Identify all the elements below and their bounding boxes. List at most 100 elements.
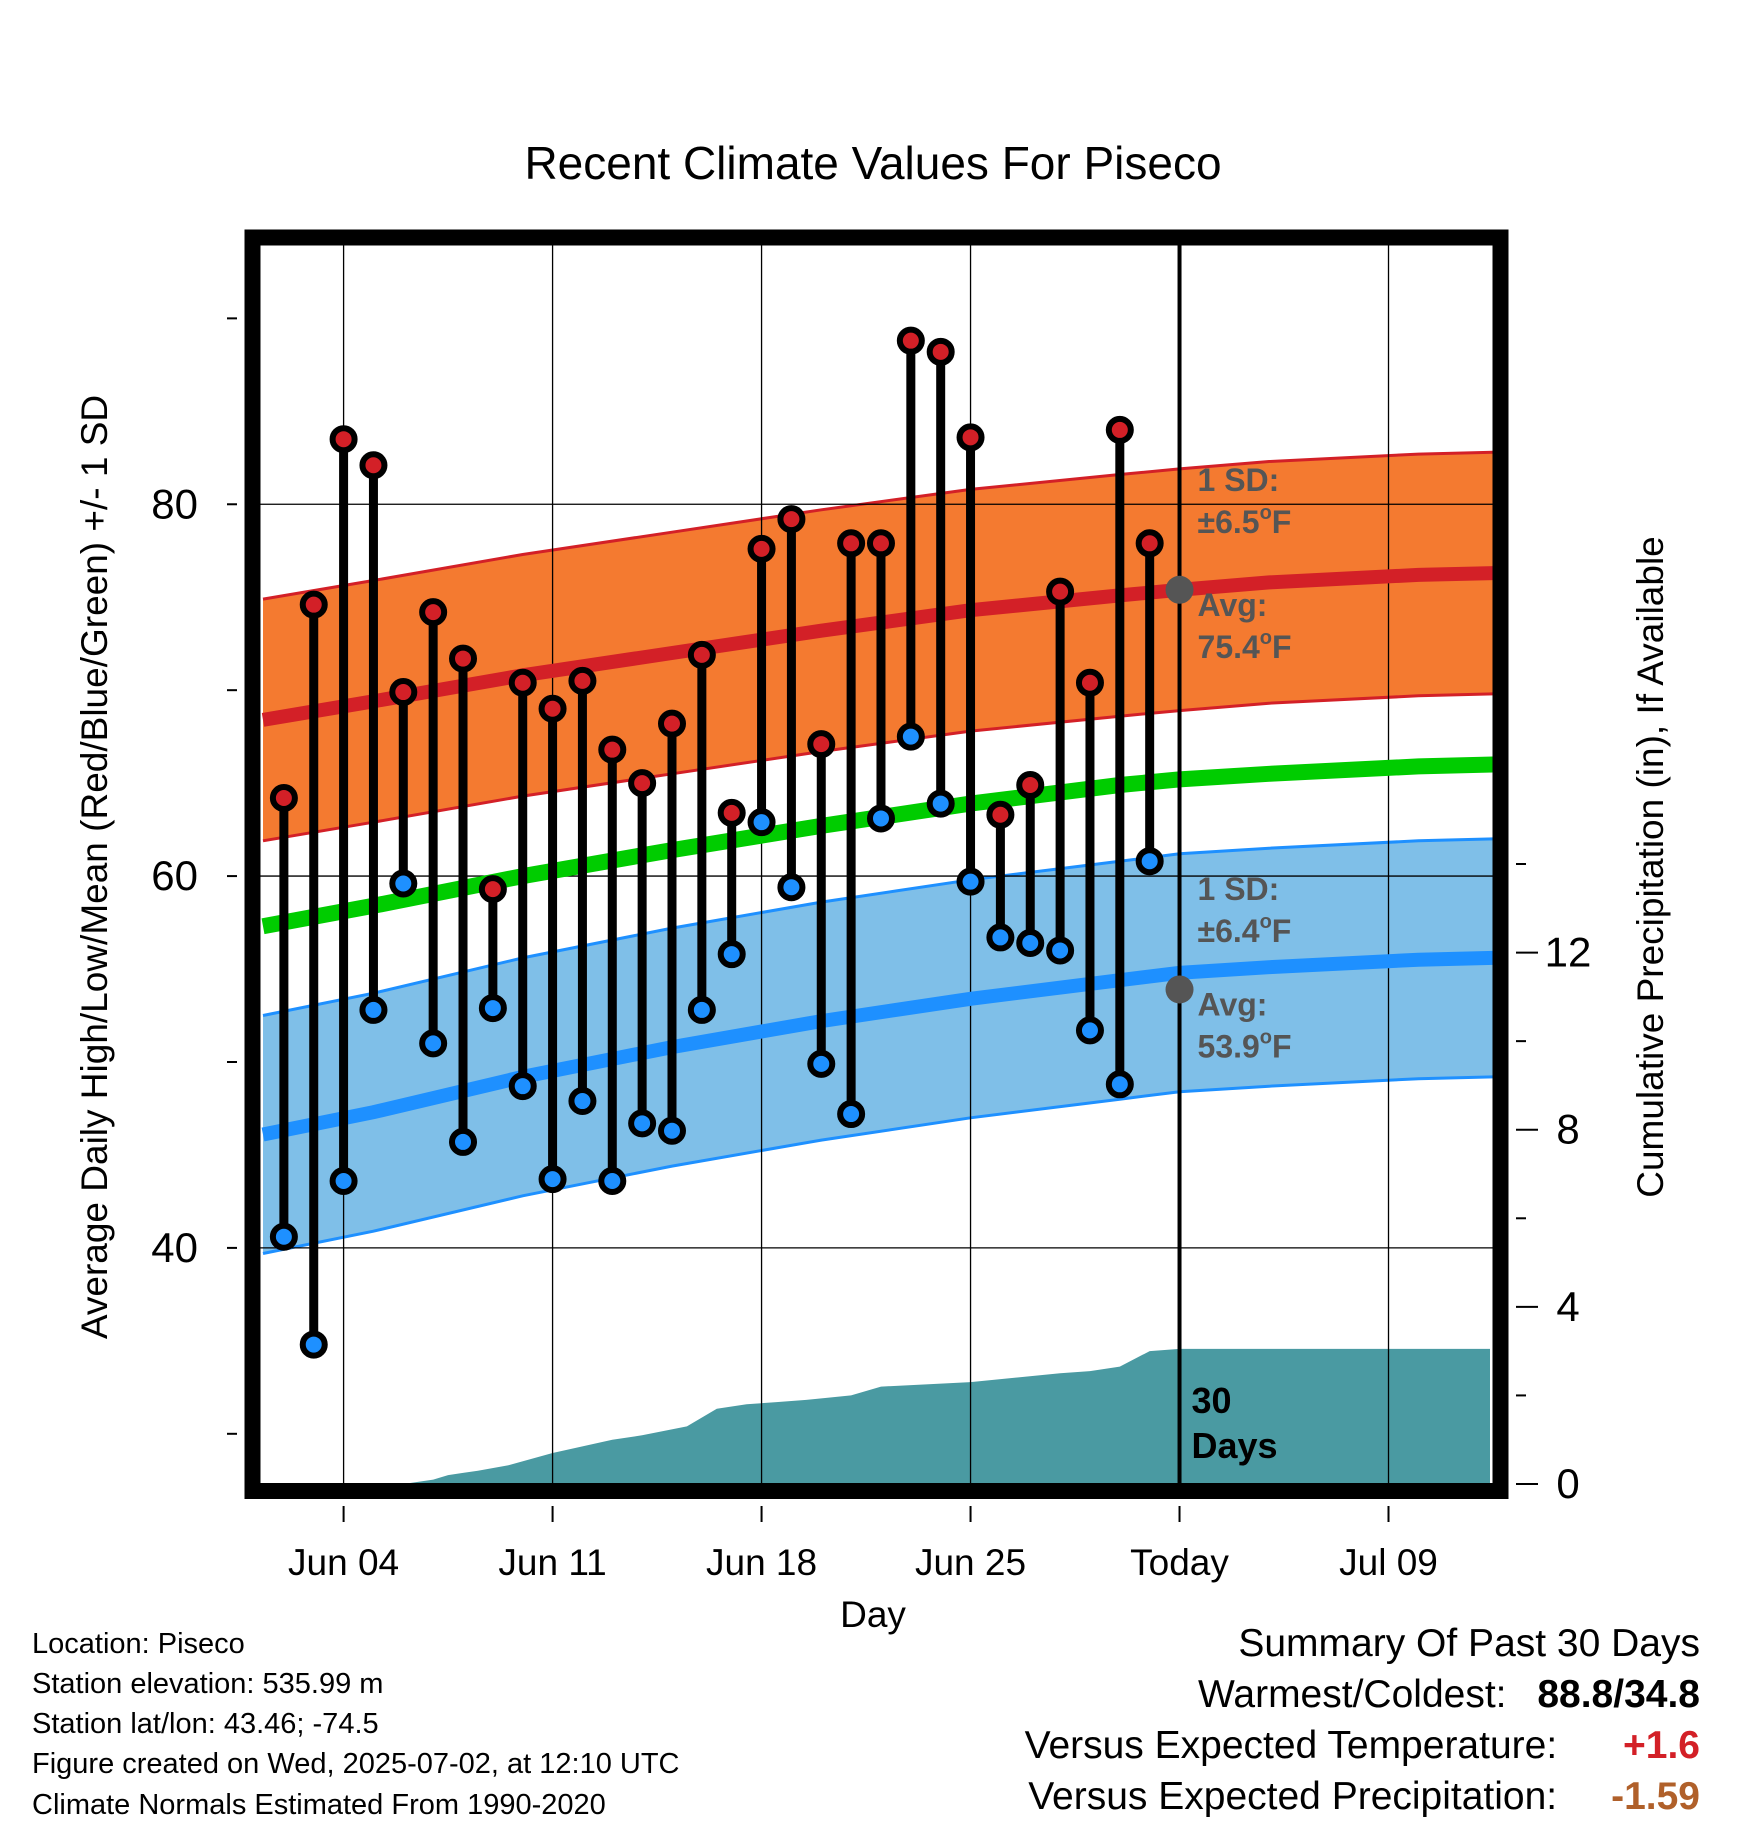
high-point [1016,770,1045,799]
high-point [837,529,866,558]
low-point [986,923,1015,952]
plot-frame [244,229,1509,1499]
y2-tick-label: 0 [1556,1460,1579,1507]
low-average-annotation-line2: 53.9oF [1198,1026,1292,1064]
low-point [449,1127,478,1156]
high-point [478,875,507,904]
today-low-average-dot [1165,975,1194,1004]
low-point [747,808,776,837]
low-point [478,994,507,1023]
y-tick-label: 80 [151,480,198,527]
high-point [1046,577,1075,606]
low-point [896,722,925,751]
high-point [538,694,567,723]
high-point [777,505,806,534]
high-point [568,666,597,695]
today-days-label: 30 [1192,1380,1232,1421]
low-point [1135,847,1164,876]
x-tick-label: Jun 11 [498,1542,606,1583]
high-point [747,534,776,563]
low-point [837,1100,866,1129]
summary-temp-label: Versus Expected Temperature: [1024,1724,1558,1767]
y-axis-label: Average Daily High/Low/Mean (Red/Blue/Gr… [74,395,115,1339]
x-axis-label: Day [840,1594,906,1635]
low-point [419,1029,448,1058]
low-point [1016,929,1045,958]
summary-title: Summary Of Past 30 Days [1238,1622,1700,1665]
info-latlon: Station lat/lon: 43.46; -74.5 [32,1708,379,1740]
high-point [449,644,478,673]
low-point [359,995,388,1024]
low-point [807,1049,836,1078]
low-point [508,1072,537,1101]
high-point [1075,668,1104,697]
low-point [687,995,716,1024]
high-point [926,337,955,366]
high-point [866,529,895,558]
y2-tick-label: 8 [1556,1106,1579,1153]
summary-temp: Versus Expected Temperature: +1.6 [1025,1724,1700,1768]
plot-area: 1 SD: ±6.5oF Avg: 75.4oF 1 SD: ±6.4oF Avg: 53.9… [151,229,1592,1583]
low-point [598,1166,627,1195]
high-sd-annotation-line1: 1 SD: [1198,462,1280,498]
high-point [657,709,686,738]
high-point [628,769,657,798]
info-created: Figure created on Wed, 2025-07-02, at 12… [32,1748,680,1780]
high-point [598,735,627,764]
y2-axis-label: Cumulative Precipitation (in), If Availa… [1630,536,1671,1198]
info-elevation: Station elevation: 535.99 m [32,1668,384,1700]
low-point [1105,1070,1134,1099]
high-point [359,451,388,480]
low-point [777,873,806,902]
high-point [1105,415,1134,444]
low-point [269,1222,298,1251]
x-tick-label: Jul 09 [1339,1542,1438,1583]
summary-warm-cold: Warmest/Coldest: 88.8/34.8 [1198,1673,1700,1717]
y2-tick-label: 4 [1556,1283,1579,1330]
data-layer: 1 SD: ±6.5oF Avg: 75.4oF 1 SD: ±6.4oF Avg: 53.9… [260,244,1493,1484]
low-point [956,867,985,896]
high-point [896,326,925,355]
y-tick-label: 40 [151,1224,198,1271]
summary-warm-cold-label: Warmest/Coldest: [1198,1673,1507,1716]
low-point [926,789,955,818]
today-high-average-dot [1165,575,1194,604]
high-point [687,640,716,669]
info-normals: Climate Normals Estimated From 1990-2020 [32,1789,606,1821]
low-point [299,1330,328,1359]
high-point [419,598,448,627]
y2-tick-label: 12 [1545,929,1592,976]
summary-warm-cold-value: 88.8/34.8 [1537,1673,1700,1716]
low-point [717,940,746,969]
high-point [717,798,746,827]
precipitation-area [313,1348,1491,1484]
high-point [1135,529,1164,558]
info-location: Location: Piseco [32,1628,245,1660]
high-average-annotation-line2: 75.4oF [1198,627,1292,665]
summary-precip-value: -1.59 [1611,1775,1700,1818]
x-tick-label: Jun 18 [706,1542,817,1583]
summary-temp-value: +1.6 [1623,1724,1700,1767]
x-tick-label: Today [1130,1542,1229,1583]
low-point [1046,936,1075,965]
high-point [508,668,537,697]
high-average-annotation-line1: Avg: [1198,587,1268,623]
low-point [1075,1016,1104,1045]
low-point [866,804,895,833]
x-tick-label: Jun 25 [915,1542,1026,1583]
high-point [389,678,418,707]
high-point [956,423,985,452]
x-tick-label: Jun 04 [288,1542,399,1583]
low-point [657,1116,686,1145]
summary-precip-label: Versus Expected Precipitation: [1028,1775,1558,1818]
high-point [986,800,1015,829]
high-sd-annotation-line2: ±6.5oF [1198,502,1292,540]
low-point [329,1166,358,1195]
high-point [329,425,358,454]
high-point [807,730,836,759]
high-point [299,590,328,619]
chart-title: Recent Climate Values For Piseco [524,137,1221,189]
low-sd-band [263,838,1493,1254]
high-point [269,784,298,813]
